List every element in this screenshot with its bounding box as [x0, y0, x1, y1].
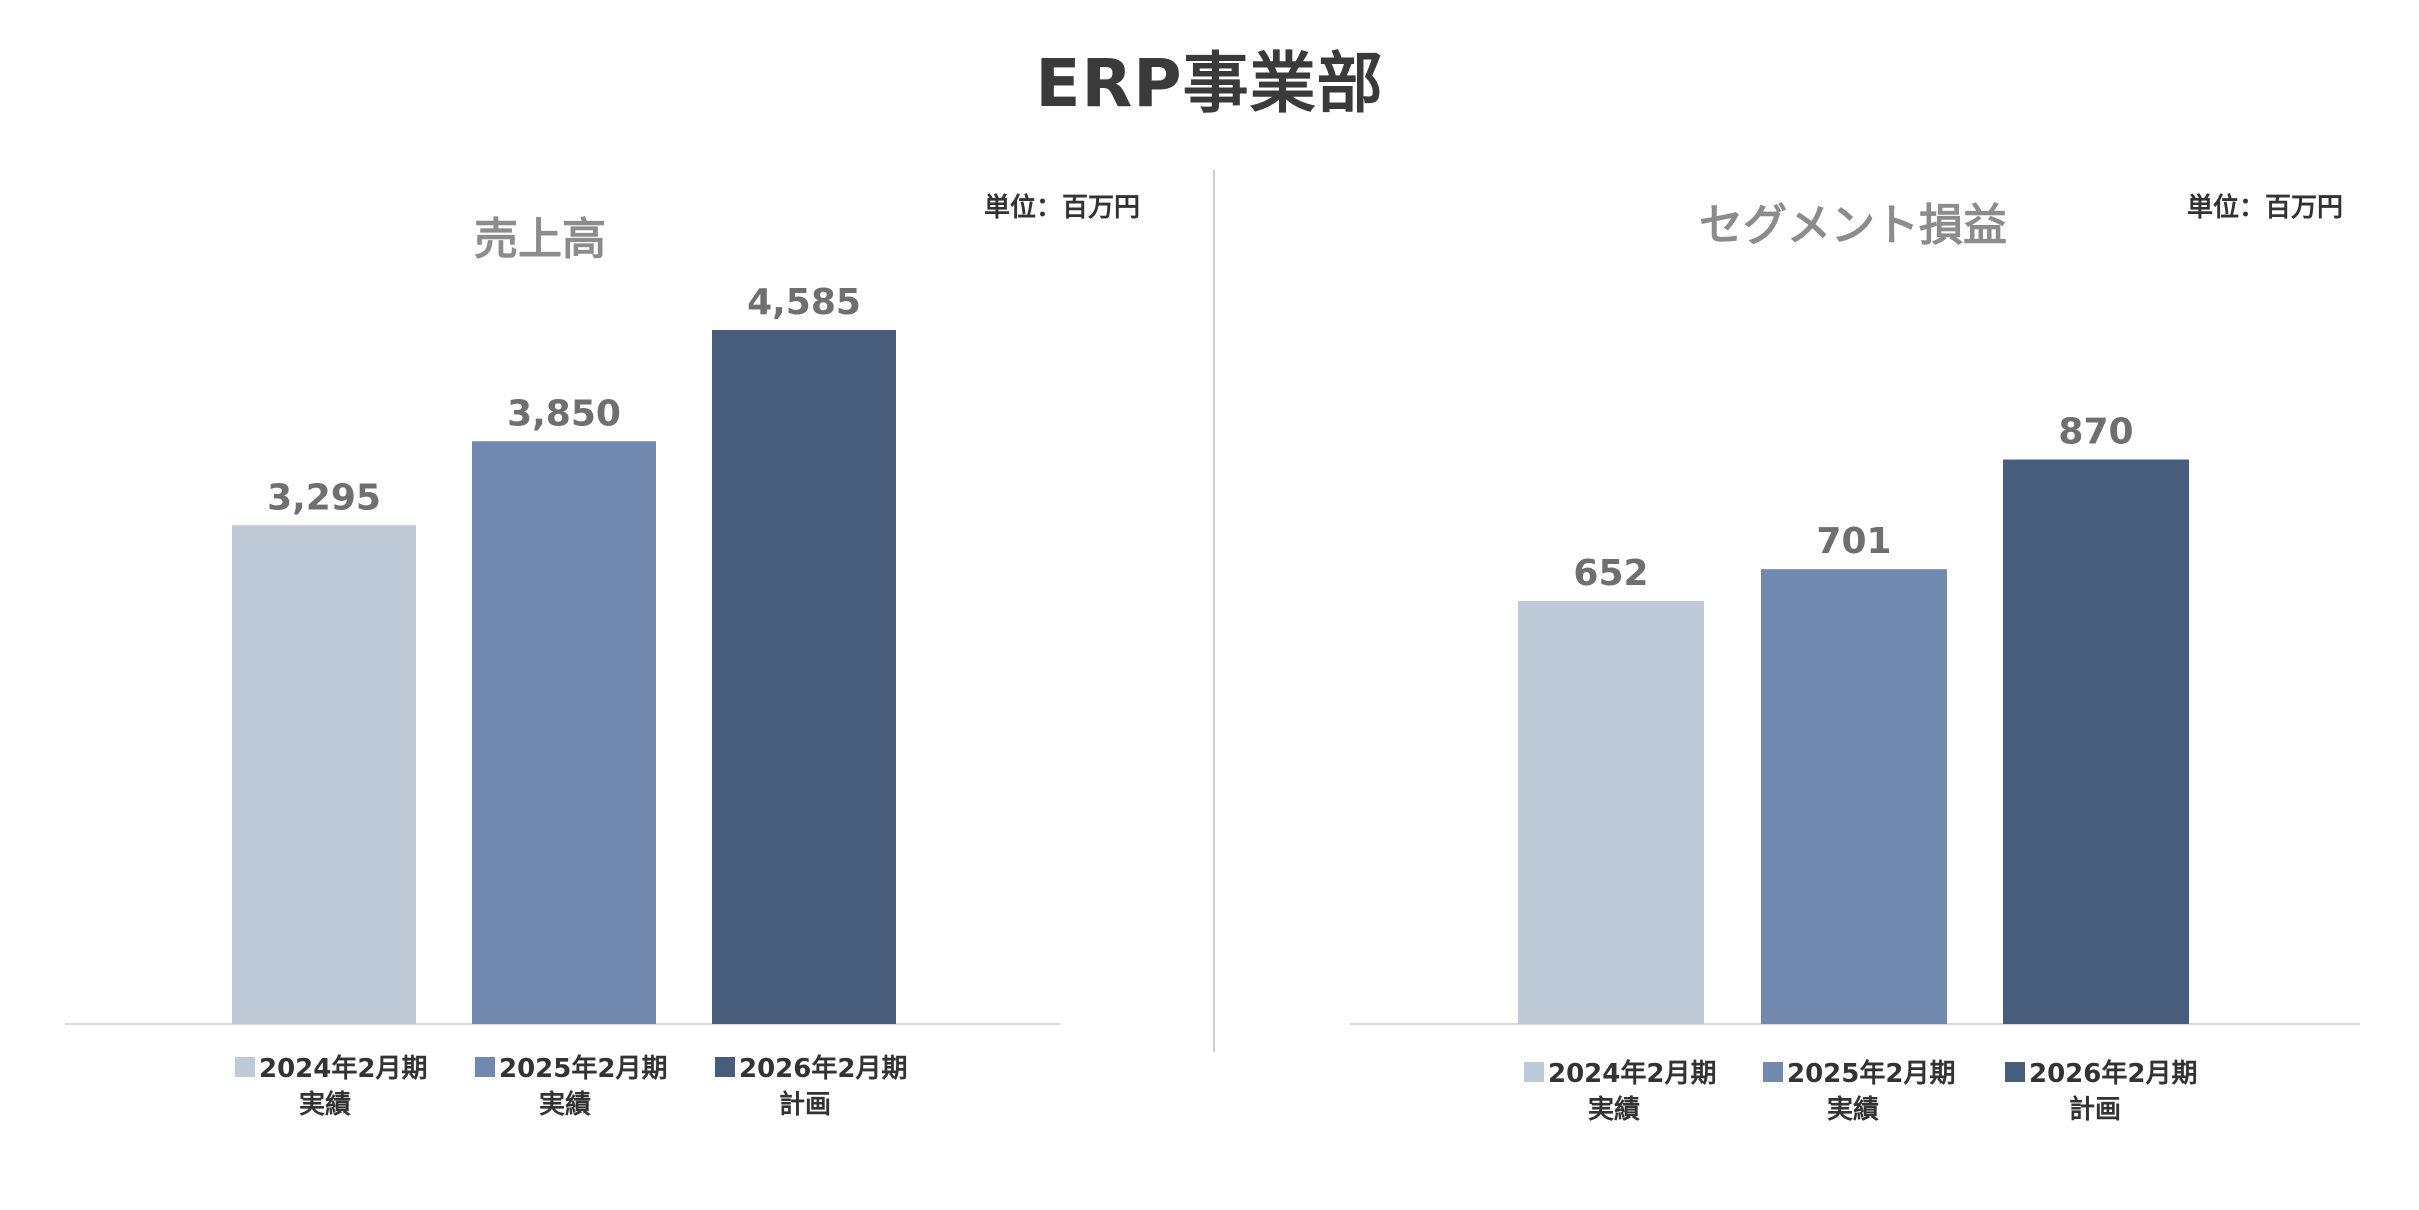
- unit-label: 単位：百万円: [2187, 192, 2343, 223]
- legend-label: 2025年2月期: [1787, 1058, 1955, 1089]
- legend-sublabel: 実績: [1588, 1094, 1640, 1125]
- legend-sublabel: 実績: [539, 1089, 591, 1120]
- chart-title: 売上高: [474, 214, 606, 265]
- legend-sublabel: 計画: [779, 1089, 831, 1120]
- legend-swatch: [235, 1057, 255, 1077]
- legend-label: 2026年2月期: [2029, 1058, 2197, 1089]
- unit-label: 単位：百万円: [984, 192, 1140, 223]
- legend-swatch: [1763, 1062, 1783, 1082]
- legend-label: 2024年2月期: [259, 1053, 427, 1084]
- data-label: 652: [1573, 553, 1648, 594]
- data-label: 3,295: [267, 477, 381, 518]
- legend-sublabel: 計画: [2069, 1094, 2121, 1125]
- bar-group: [232, 330, 896, 1024]
- legend-swatch: [1524, 1062, 1544, 1082]
- bar: [1518, 600, 1704, 1024]
- legend-label: 2026年2月期: [739, 1053, 907, 1084]
- legend-label: 2025年2月期: [499, 1053, 667, 1084]
- legend-sublabel: 実績: [1827, 1094, 1879, 1125]
- legend-swatch: [475, 1057, 495, 1077]
- legend-swatch: [2005, 1062, 2025, 1082]
- bar: [712, 330, 896, 1024]
- bar-group: [1518, 459, 2189, 1024]
- page-title: ERP事業部: [1035, 45, 1384, 122]
- bar: [1761, 569, 1947, 1024]
- legend-swatch: [715, 1057, 735, 1077]
- legend-sublabel: 実績: [299, 1089, 351, 1120]
- data-label: 4,585: [747, 282, 861, 323]
- data-label-group: 652 701 870: [1573, 412, 2133, 594]
- data-label: 701: [1816, 521, 1891, 562]
- legend-label: 2024年2月期: [1548, 1058, 1716, 1089]
- data-label-group: 3,295 3,850 4,585: [267, 282, 861, 518]
- bar: [2003, 459, 2189, 1024]
- data-label: 3,850: [507, 393, 621, 434]
- data-label: 870: [2058, 412, 2133, 453]
- chart-divider: [1213, 170, 1215, 1052]
- chart-title: セグメント損益: [1699, 200, 2007, 251]
- bar: [232, 525, 416, 1024]
- bar: [472, 441, 656, 1024]
